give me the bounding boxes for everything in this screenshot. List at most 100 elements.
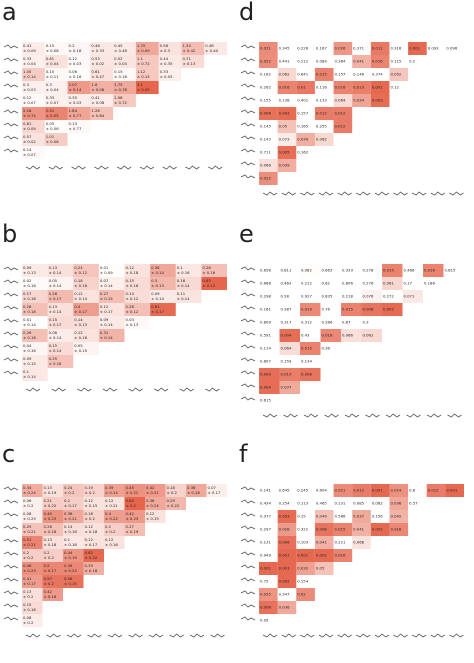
cell [389, 497, 409, 510]
cell [333, 107, 353, 120]
cell-error: ± 0.25 [23, 516, 36, 521]
cell [201, 264, 227, 277]
cell-value: 0.06 [23, 498, 32, 503]
cell [22, 264, 48, 277]
cell [135, 55, 159, 68]
row-label-glyph [240, 370, 256, 375]
cell-value: 0.36 [146, 498, 155, 503]
cell [296, 562, 315, 575]
cell-value: 0.015 [316, 72, 327, 77]
cell-error: ± 0.16 [177, 270, 190, 275]
cell [124, 290, 151, 303]
cell-value: 0.05 [74, 343, 83, 348]
cell-value: 0.09 [23, 265, 32, 270]
cell-value: 0.167 [316, 46, 327, 51]
cell-error: ± 0.21 [23, 529, 36, 534]
cell-value: 0.015 [383, 268, 394, 273]
panel: f 0.141 0.645 0.245 0.604 0.021 0.012 0.001 0.02… [239, 440, 464, 638]
cell-value: 0.073 [279, 137, 290, 142]
cell [277, 107, 297, 120]
cell-error: ± 0.17 [49, 296, 62, 301]
cell [98, 329, 125, 342]
cell-value: 0.4 [105, 511, 112, 516]
cell-value: 0.012 [316, 111, 327, 116]
cell [22, 523, 43, 536]
row-label-glyph [3, 603, 19, 608]
cell-value: 2.16 [23, 108, 32, 113]
cell-value: 0.013 [281, 372, 292, 377]
cell [370, 42, 390, 55]
cell-value: 0.001 [279, 553, 290, 558]
cell-error: ± 0.35 [160, 61, 173, 66]
cell-value: 0.012 [353, 488, 364, 493]
cell-value: 0.041 [353, 59, 364, 64]
cell [22, 303, 48, 316]
cell-value: 0.012 [335, 111, 346, 116]
cell [63, 497, 84, 510]
cell [63, 562, 84, 575]
cell-value: 0.037 [281, 385, 292, 390]
col-label-glyph [139, 165, 155, 170]
cell-value: 0.317 [281, 320, 292, 325]
row-label-glyph [3, 331, 19, 336]
cell [341, 329, 362, 342]
cell-value: 0.004 [260, 372, 271, 377]
cell [47, 329, 74, 342]
col-label-glyph [318, 633, 334, 638]
panel: e 0.658 0.811 0.082 0.663 0.333 0.278 0.015 0.46… [239, 220, 462, 418]
cell-value: 0.36 [187, 485, 196, 490]
cell-value: 0.949 [260, 553, 271, 558]
cell-error: ± 0.14 [69, 87, 82, 92]
cell-error: ± 0.04 [23, 61, 36, 66]
row-label-glyph [240, 70, 256, 75]
cell-value: 0.17 [404, 281, 413, 286]
cell-value: 0.156 [372, 514, 383, 519]
col-label-glyph [25, 387, 41, 392]
row-label-glyph [240, 57, 256, 62]
cell-value: 0.02 [23, 278, 32, 283]
cell-value: 0.711 [260, 150, 271, 155]
cell-value: 0.809 [260, 320, 271, 325]
cell-value: 0.066 [342, 333, 353, 338]
cell [370, 55, 390, 68]
cell [90, 68, 114, 81]
col-label-glyph [128, 633, 143, 638]
cell-value: 0.566 [335, 514, 346, 519]
cell [67, 42, 91, 55]
cell-value: 0.33 [23, 56, 32, 61]
cell-value: 0.33 [46, 95, 55, 100]
cell-value: 0.004 [260, 385, 271, 390]
cell-value: 0.374 [372, 72, 383, 77]
cell-value: 0.165 [297, 124, 308, 129]
cell-value: 0.008 [301, 372, 312, 377]
cell-error: ± 0.23 [44, 516, 57, 521]
cell [22, 42, 45, 55]
cell [83, 536, 104, 549]
cell-value: 0.61 [151, 304, 160, 309]
row-label-glyph [240, 525, 256, 530]
cell [314, 549, 334, 562]
row-label-glyph [240, 266, 256, 271]
cell [352, 484, 371, 497]
row-label-glyph [240, 109, 256, 114]
cell [47, 277, 74, 290]
cell-value: 0.12 [105, 498, 114, 503]
cell-value: 0.061 [383, 281, 394, 286]
cell [333, 484, 353, 497]
cell [44, 81, 68, 94]
cell-error: ± 0.02 [23, 139, 36, 144]
cell-error: ± 0.15 [74, 348, 87, 353]
cell-value: 0.12 [100, 304, 109, 309]
cell [204, 42, 227, 55]
cell-value: 0.15 [297, 514, 306, 519]
cell-value: 0.001 [409, 46, 420, 51]
cell-value: 0.24 [74, 265, 83, 270]
cell-error: ± 0.17 [100, 309, 113, 314]
cell-value: 0.218 [342, 294, 353, 299]
col-label-glyph [262, 191, 278, 196]
cell-error: ± 0.16 [44, 594, 57, 599]
cell-value: 0.09 [260, 618, 269, 623]
cell [98, 303, 125, 316]
cell-value: 0.663 [322, 268, 333, 273]
